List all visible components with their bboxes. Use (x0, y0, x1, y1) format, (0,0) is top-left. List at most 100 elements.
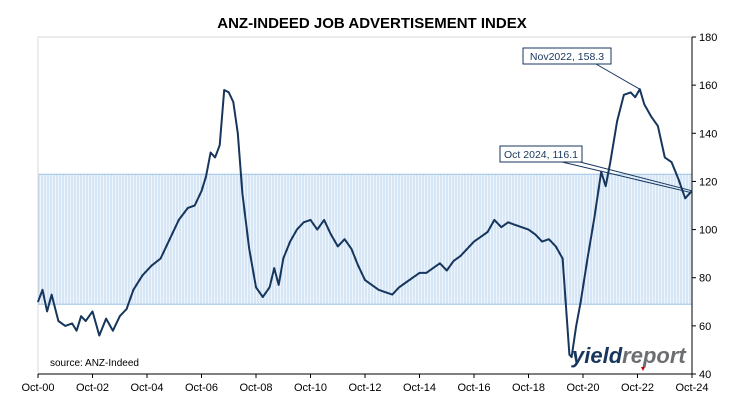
data-point (273, 267, 275, 269)
annotations: Nov2022, 158.3 Oct 2024, 116.1 (499, 47, 693, 194)
data-point (575, 325, 577, 327)
data-point (643, 103, 645, 105)
data-point (586, 257, 589, 260)
y-tick-label: 140 (699, 128, 717, 140)
data-point (527, 228, 530, 231)
data-point (507, 221, 509, 223)
annotation-box (522, 47, 612, 65)
chart-title: ANZ-INDEED JOB ADVERTISEMENT INDEX (217, 15, 526, 32)
data-point (232, 101, 234, 103)
annotation-leader (561, 161, 693, 194)
y-tick-label: 40 (699, 369, 711, 381)
x-tick-label: Oct-02 (76, 382, 109, 394)
y-tick-label: 120 (699, 176, 717, 188)
data-point (555, 245, 557, 248)
data-point (391, 293, 393, 296)
data-point (200, 190, 203, 192)
data-point (452, 260, 455, 262)
x-tick-label: Oct-24 (675, 382, 708, 394)
data-point (223, 89, 225, 91)
data-point (169, 238, 171, 240)
data-point (141, 274, 144, 276)
data-point (119, 315, 121, 317)
data-point (425, 272, 427, 274)
y-tick-label: 60 (699, 321, 711, 333)
data-point (76, 330, 78, 332)
data-point (432, 267, 434, 269)
data-point (219, 144, 221, 146)
x-tick-label: Oct-18 (512, 382, 545, 394)
data-point (303, 221, 305, 223)
data-point (616, 120, 618, 122)
data-point (187, 207, 189, 209)
x-tick-label: Oct-10 (294, 382, 327, 394)
data-point (112, 330, 114, 332)
data-point (194, 204, 196, 207)
data-point (296, 228, 298, 231)
data-point (398, 286, 400, 288)
data-point (623, 94, 625, 96)
data-point (541, 241, 543, 243)
data-point (630, 91, 632, 93)
y-tick-label: 160 (699, 80, 717, 92)
data-point (459, 255, 461, 257)
data-point (521, 226, 523, 228)
data-point (178, 219, 180, 221)
data-point (548, 238, 550, 240)
data-point (255, 286, 257, 288)
data-point (670, 161, 673, 163)
data-point (71, 322, 73, 325)
y-tick-label: 100 (699, 225, 717, 237)
data-point (248, 248, 250, 250)
data-point (278, 284, 280, 286)
data-point (241, 192, 243, 195)
data-point (91, 310, 94, 313)
data-point (634, 96, 636, 98)
data-point (371, 284, 373, 286)
data-point (132, 289, 134, 291)
data-point (337, 245, 339, 248)
data-point (51, 293, 53, 296)
data-point (209, 151, 212, 154)
data-point (37, 301, 39, 303)
shaded-band (38, 173, 692, 305)
data-point (657, 125, 659, 127)
data-point (664, 156, 666, 158)
x-tick-label: Oct-12 (348, 382, 381, 394)
data-point (568, 354, 570, 356)
annotation-leader (579, 161, 693, 192)
data-point (480, 236, 482, 238)
data-point (269, 286, 271, 288)
x-tick-label: Oct-06 (185, 382, 218, 394)
x-tick-label: Oct-16 (457, 382, 490, 394)
data-point (418, 272, 421, 274)
data-point (289, 241, 291, 243)
job-ad-index-line (37, 88, 693, 359)
data-point (609, 161, 611, 163)
data-point (98, 334, 100, 337)
annotation-label: Nov2022, 158.3 (530, 51, 604, 63)
data-point (160, 257, 162, 260)
data-point (466, 248, 468, 250)
annotation-leader (595, 63, 641, 90)
data-point (446, 269, 448, 272)
data-point (237, 132, 239, 134)
y-tick-label: 80 (699, 273, 711, 285)
data-point (571, 356, 573, 358)
data-point (57, 320, 60, 322)
x-tick-label: Oct-20 (566, 382, 599, 394)
data-point (580, 301, 582, 303)
annotation-label: Oct 2024, 116.1 (504, 149, 578, 161)
data-point (561, 257, 564, 260)
yieldreport-logo: yieldreport (571, 343, 687, 371)
series-line (37, 88, 693, 359)
data-point (46, 310, 48, 313)
x-tick-label: Oct-22 (621, 382, 654, 394)
data-point (384, 291, 387, 293)
data-point (677, 178, 679, 180)
data-point (214, 156, 216, 158)
data-point (309, 219, 312, 221)
data-point (41, 289, 44, 291)
data-point (684, 197, 686, 199)
x-tick-label: Oct-00 (21, 382, 54, 394)
